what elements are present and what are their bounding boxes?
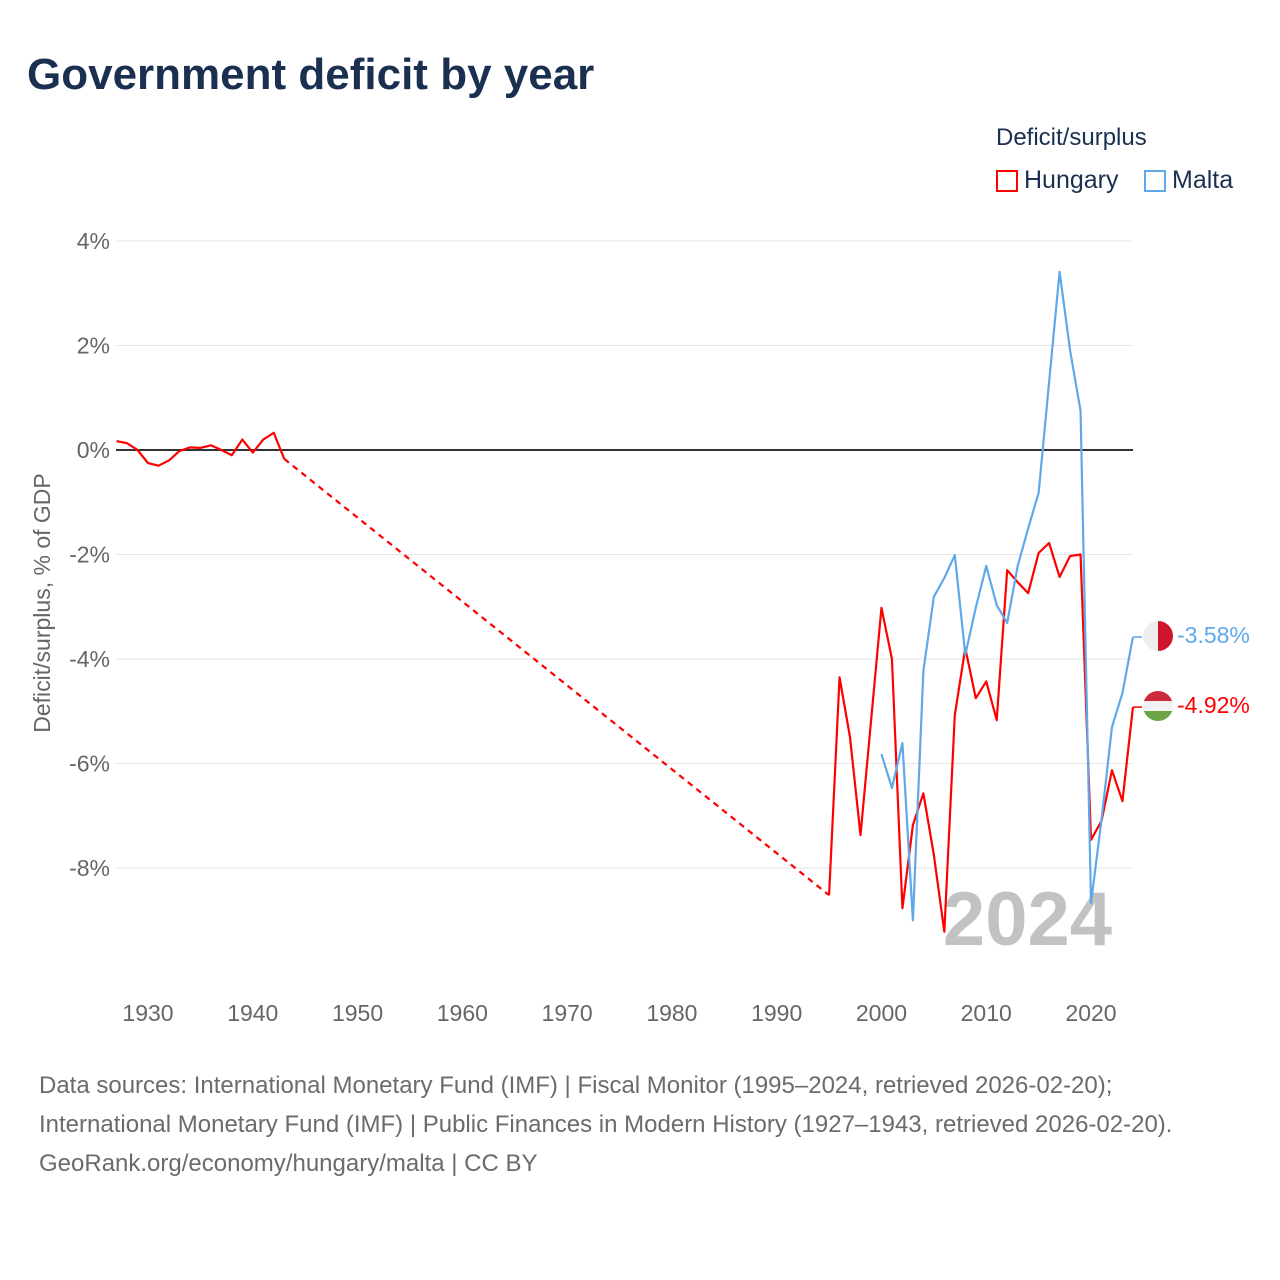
legend-title: Deficit/surplus <box>996 124 1147 151</box>
y-tick-label: 4% <box>77 228 110 254</box>
year-watermark: 2024 <box>943 877 1112 962</box>
legend-swatch-malta <box>1144 169 1166 192</box>
data-sources: Data sources: International Monetary Fun… <box>39 1072 1173 1138</box>
x-tick-label: 1930 <box>122 1000 173 1026</box>
hungary-end-label: -4.92% <box>1177 692 1250 718</box>
hungary-gap-line <box>283 458 830 897</box>
legend-swatch-hungary <box>996 169 1018 192</box>
y-axis-label: Deficit/surplus, % of GDP <box>29 473 55 732</box>
legend-label-hungary: Hungary <box>1024 166 1119 194</box>
y-tick-label: 2% <box>77 333 110 359</box>
x-tick-label: 2010 <box>961 1000 1012 1026</box>
legend-label-malta: Malta <box>1172 166 1234 194</box>
malta-flag-icon <box>1143 621 1173 651</box>
x-tick-label: 1940 <box>227 1000 278 1026</box>
y-tick-label: -4% <box>69 646 110 672</box>
x-tick-label: 1970 <box>542 1000 593 1026</box>
x-tick-label: 2000 <box>856 1000 907 1026</box>
y-tick-label: -2% <box>69 542 110 568</box>
chart-plot: 4% 2% 0% -2% -4% -6% -8% 1930 1940 1950 1960 1970 19… <box>29 228 1250 1026</box>
credit-link[interactable]: GeoRank.org/economy/hungary/malta | CC B… <box>39 1150 538 1177</box>
x-tick-label: 1990 <box>751 1000 802 1026</box>
y-tick-label: -6% <box>69 751 110 777</box>
x-tick-label: 1950 <box>332 1000 383 1026</box>
y-tick-label: 0% <box>77 437 110 463</box>
footer: Data sources: International Monetary Fun… <box>39 1066 1239 1183</box>
y-tick-label: -8% <box>69 855 110 881</box>
legend-item-hungary[interactable]: Hungary <box>996 166 1119 195</box>
malta-end-label: -3.58% <box>1177 622 1250 648</box>
x-tick-label: 1960 <box>437 1000 488 1026</box>
legend-item-malta[interactable]: Malta <box>1144 166 1233 195</box>
hungary-flag-icon <box>1143 691 1173 721</box>
x-tick-label: 1980 <box>646 1000 697 1026</box>
chart-title: Government deficit by year <box>27 50 595 99</box>
x-tick-label: 2020 <box>1065 1000 1116 1026</box>
hungary-line <box>827 541 1135 933</box>
malta-line <box>880 270 1135 922</box>
